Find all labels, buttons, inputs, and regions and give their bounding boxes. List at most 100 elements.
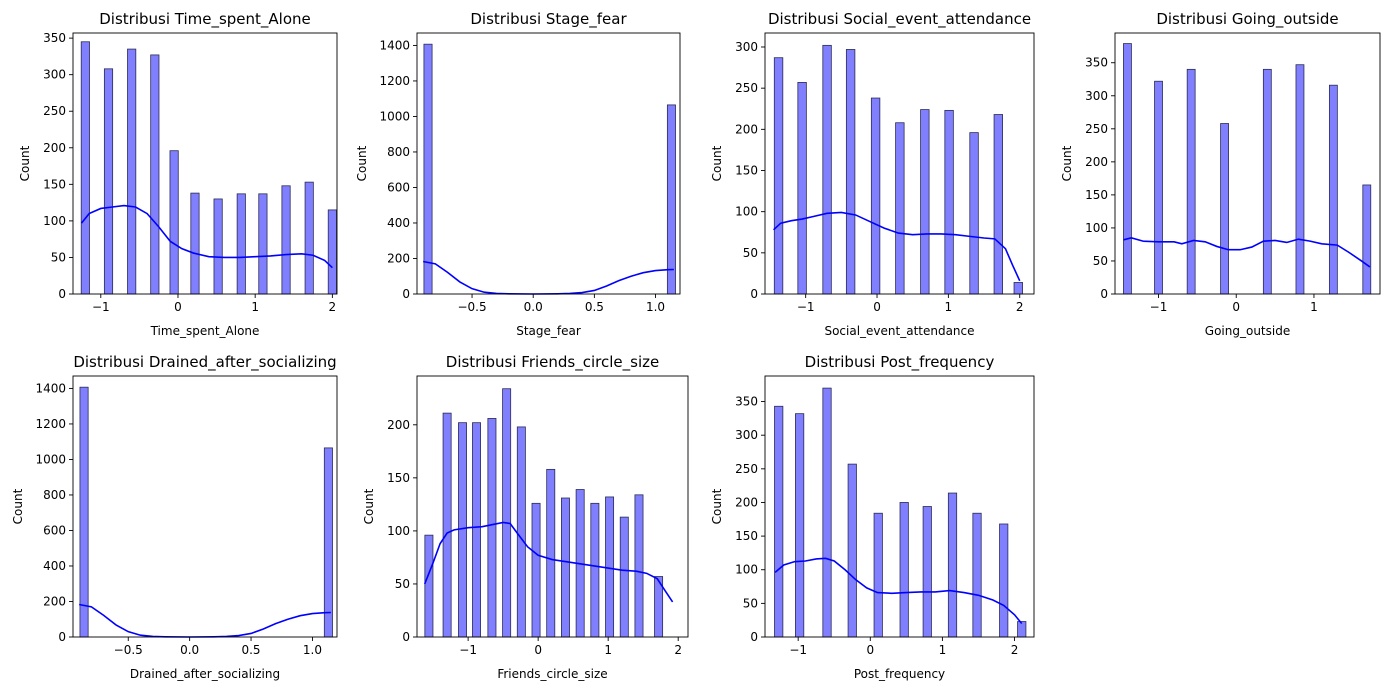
y-axis-label: Count <box>362 488 376 524</box>
x-tick-label: −0.5 <box>114 643 143 657</box>
y-tick-label: 0 <box>58 287 66 301</box>
x-tick-label: 1 <box>604 643 612 657</box>
y-tick-label: 100 <box>735 563 758 577</box>
y-tick-label: 1000 <box>35 452 66 466</box>
histogram-bar <box>797 82 807 295</box>
histogram-bar <box>80 41 90 295</box>
subplot-6: −1 0 1 2 0 50 100 150 200 Distribusi Friends_circ… <box>362 353 689 681</box>
histogram-bar <box>1154 80 1163 295</box>
x-tick-label: 0 <box>873 300 881 314</box>
chart-title: Distribusi Time_spent_Alone <box>99 10 311 29</box>
y-axis-label: Count <box>710 145 724 181</box>
chart-title: Distribusi Friends_circle_size <box>446 353 659 372</box>
y-tick-label: 300 <box>1085 89 1108 103</box>
histogram-bar <box>502 388 512 638</box>
histogram-bar <box>899 502 909 638</box>
histogram-bar <box>774 405 784 638</box>
y-tick-label: 200 <box>387 418 410 432</box>
x-axis-label: Social_event_attendance <box>824 324 974 338</box>
y-tick-label: 600 <box>387 180 410 194</box>
axes-frame <box>72 32 338 295</box>
axes-frame <box>764 375 1035 638</box>
x-tick-label: 0.5 <box>241 643 260 657</box>
y-tick-label: 250 <box>43 104 66 118</box>
y-tick-label: 100 <box>387 524 410 538</box>
histogram-bar <box>424 534 434 638</box>
y-tick-label: 600 <box>43 523 66 537</box>
subplot-2: −0.5 0.0 0.5 1.0 0 200 400 600 800 1000 1200 1400 Di… <box>355 10 681 338</box>
x-tick-label: 2 <box>1011 643 1019 657</box>
subplot-5: −0.5 0.0 0.5 1.0 0 200 400 600 800 1000 1200 1400 Di… <box>11 353 338 681</box>
histogram-bar <box>423 43 433 295</box>
y-tick-label: 0 <box>750 287 758 301</box>
histogram-bar <box>487 418 497 638</box>
chart-title: Distribusi Social_event_attendance <box>768 10 1031 29</box>
y-tick-label: 150 <box>1085 188 1108 202</box>
x-tick-label: −1 <box>797 300 815 314</box>
x-axis-label: Stage_fear <box>516 324 581 338</box>
axes-frame <box>72 375 338 638</box>
y-axis-label: Count <box>1060 145 1074 181</box>
y-tick-label: 100 <box>735 205 758 219</box>
histogram-bar <box>516 426 526 638</box>
x-axis-label: Post_frequency <box>854 667 945 681</box>
kde-line <box>80 204 333 269</box>
y-tick-label: 1400 <box>35 381 66 395</box>
x-tick-label: 1.0 <box>303 643 322 657</box>
y-tick-label: 0 <box>402 630 410 644</box>
chart-title: Distribusi Drained_after_socializing <box>73 353 336 372</box>
kde-line <box>422 260 674 295</box>
y-axis-label: Count <box>11 488 25 524</box>
histogram-bar <box>1186 68 1196 295</box>
histogram-bar <box>999 523 1009 638</box>
x-tick-label: −1 <box>459 643 477 657</box>
histogram-bar <box>773 57 784 295</box>
y-tick-label: 150 <box>43 177 66 191</box>
y-tick-label: 50 <box>51 250 66 264</box>
histogram-bar <box>442 412 452 638</box>
x-tick-label: 1 <box>945 300 953 314</box>
x-axis-label: Friends_circle_size <box>497 667 607 681</box>
x-tick-label: 1 <box>251 300 259 314</box>
histogram-bar <box>1362 184 1372 295</box>
y-tick-label: 0 <box>58 630 66 644</box>
axes-frame <box>1114 32 1381 295</box>
y-tick-label: 200 <box>43 141 66 155</box>
histogram-bar <box>458 422 467 638</box>
y-tick-label: 0 <box>750 630 758 644</box>
y-tick-label: 200 <box>735 495 758 509</box>
y-tick-label: 300 <box>43 68 66 82</box>
x-tick-label: 2 <box>329 300 337 314</box>
y-tick-label: 350 <box>43 31 66 45</box>
histogram-bar <box>103 68 114 295</box>
chart-title: Distribusi Post_frequency <box>805 353 995 372</box>
x-tick-label: −1 <box>789 643 807 657</box>
x-axis-label: Going_outside <box>1205 324 1290 338</box>
histogram-bar <box>169 150 179 295</box>
y-tick-label: 250 <box>1085 122 1108 136</box>
histogram-bar <box>969 132 979 295</box>
histogram-bar <box>895 122 905 295</box>
histogram-bar <box>922 506 932 638</box>
x-tick-label: 0.5 <box>585 300 604 314</box>
y-tick-label: 250 <box>735 462 758 476</box>
y-tick-label: 200 <box>1085 155 1108 169</box>
histogram-bar <box>666 104 676 295</box>
x-tick-label: 0 <box>534 643 542 657</box>
histogram-bar <box>822 387 832 638</box>
kde-line <box>773 211 1021 282</box>
x-tick-label: −1 <box>92 300 110 314</box>
x-tick-label: 0 <box>866 643 874 657</box>
histogram-bar <box>847 463 857 638</box>
histogram-bar <box>634 494 644 638</box>
histogram-bar <box>150 54 160 295</box>
y-tick-label: 1200 <box>35 417 66 431</box>
histogram-bar <box>1017 621 1027 638</box>
histogram-bar <box>1220 123 1229 295</box>
histogram-bar <box>258 193 268 295</box>
axes-frame <box>416 32 681 295</box>
histogram-bar <box>304 181 314 295</box>
histogram-bar <box>213 198 223 295</box>
histogram-bar <box>870 97 881 295</box>
histogram-bar <box>947 492 958 638</box>
